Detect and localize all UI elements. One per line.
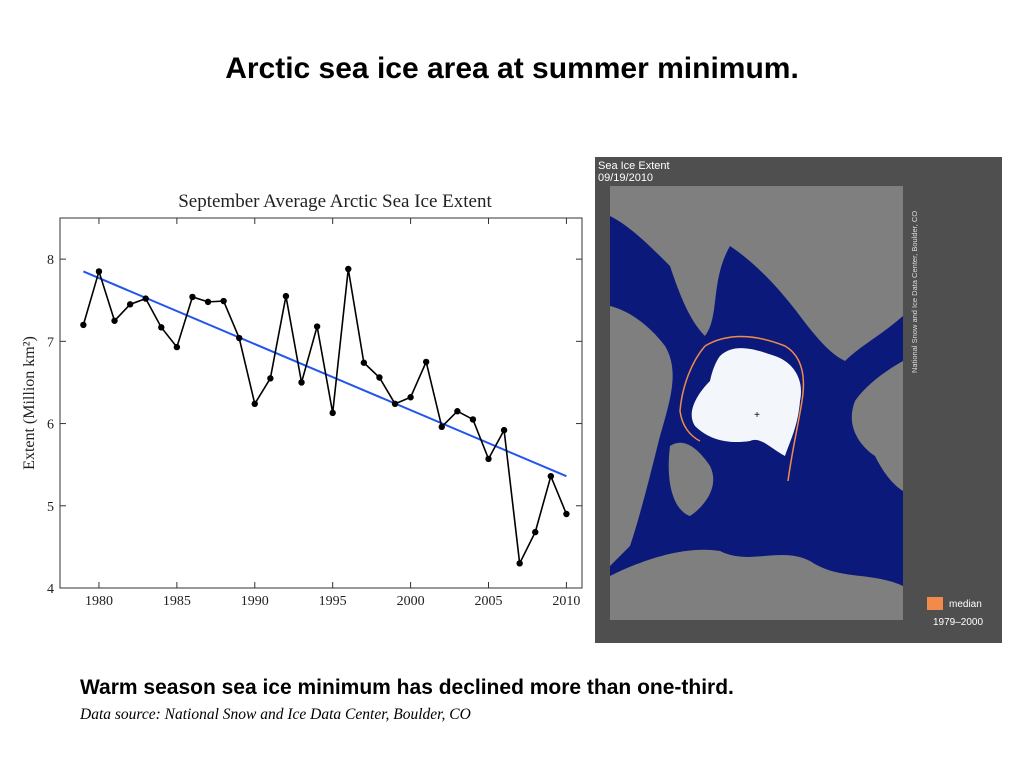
y-tick-label: 7 [47, 335, 54, 350]
data-point [329, 409, 336, 417]
data-point [516, 560, 523, 567]
y-tick-label: 5 [47, 500, 54, 515]
data-point [438, 423, 445, 431]
data-source: Data source: National Snow and Ice Data … [80, 706, 471, 723]
data-point [391, 400, 399, 408]
slide-title: Arctic sea ice area at summer minimum. [225, 52, 799, 85]
map-credit-text: National Snow and Ice Data Center, Bould… [910, 210, 919, 373]
x-tick-label: 1990 [241, 594, 269, 609]
data-point [126, 301, 134, 308]
median-legend-label: median [949, 599, 982, 610]
data-point [95, 268, 103, 275]
map-sea-ice [691, 348, 801, 456]
data-point [142, 295, 149, 302]
map-land-bottom [610, 549, 903, 620]
axis-ticks: 1980 1985 1990 1995 2000 2005 2010 4 5 6 7 8 [47, 218, 582, 609]
map-land-right [851, 361, 903, 491]
map-date: 09/19/2010 [598, 172, 654, 184]
data-point [532, 528, 539, 536]
slide-caption: Warm season sea ice minimum has declined… [80, 676, 734, 699]
x-tick-label: 1980 [85, 594, 113, 609]
y-tick-label: 8 [47, 253, 54, 268]
data-point [204, 298, 212, 306]
data-point [422, 358, 430, 366]
y-tick-label: 4 [47, 582, 54, 597]
data-point [80, 321, 87, 329]
data-point [189, 293, 196, 301]
data-point [220, 297, 227, 305]
x-tick-label: 2000 [397, 594, 425, 609]
map-title-block: Sea Ice Extent 09/19/2010 [598, 160, 670, 184]
north-pole-marker: + [754, 410, 760, 421]
arctic-map: + [610, 186, 903, 620]
y-axis-label: Extent (Million km²) [21, 336, 38, 470]
extent-chart: September Average Arctic Sea Ice Extent … [21, 191, 583, 609]
data-point [407, 394, 414, 401]
data-point [173, 343, 181, 351]
x-tick-label: 2010 [552, 594, 580, 609]
data-point [469, 416, 477, 423]
x-tick-label: 2005 [475, 594, 503, 609]
data-point [547, 472, 555, 480]
data-point [454, 408, 461, 415]
data-point [376, 374, 383, 381]
map-median-line [679, 335, 805, 482]
x-tick-label: 1995 [319, 594, 347, 609]
data-point [313, 323, 321, 330]
data-point [111, 317, 118, 324]
data-point [563, 510, 570, 518]
data-point [345, 265, 352, 273]
series-layer [80, 265, 570, 567]
x-tick-label: 1985 [163, 594, 191, 609]
map-credit: National Snow and Ice Data Center, Bould… [898, 187, 919, 377]
series-line [82, 268, 568, 567]
data-point [485, 455, 492, 463]
data-point [267, 375, 274, 382]
data-point [158, 324, 165, 331]
sea-ice-map-panel: Sea Ice Extent 09/19/2010 + National Sno… [595, 157, 1002, 643]
data-point [360, 359, 368, 366]
median-legend-swatch [927, 597, 943, 610]
data-point [251, 400, 258, 408]
map-land-left [610, 306, 673, 566]
y-tick-label: 6 [47, 418, 54, 433]
data-point [500, 426, 508, 434]
plot-frame [59, 217, 583, 589]
map-title: Sea Ice Extent [598, 160, 670, 172]
median-legend-years: 1979–2000 [933, 617, 984, 628]
data-point [282, 292, 290, 300]
chart-title: September Average Arctic Sea Ice Extent [178, 191, 492, 212]
map-land-center-left [668, 442, 714, 516]
data-point [235, 334, 243, 342]
map-land-top [610, 186, 903, 361]
data-point [298, 379, 305, 386]
